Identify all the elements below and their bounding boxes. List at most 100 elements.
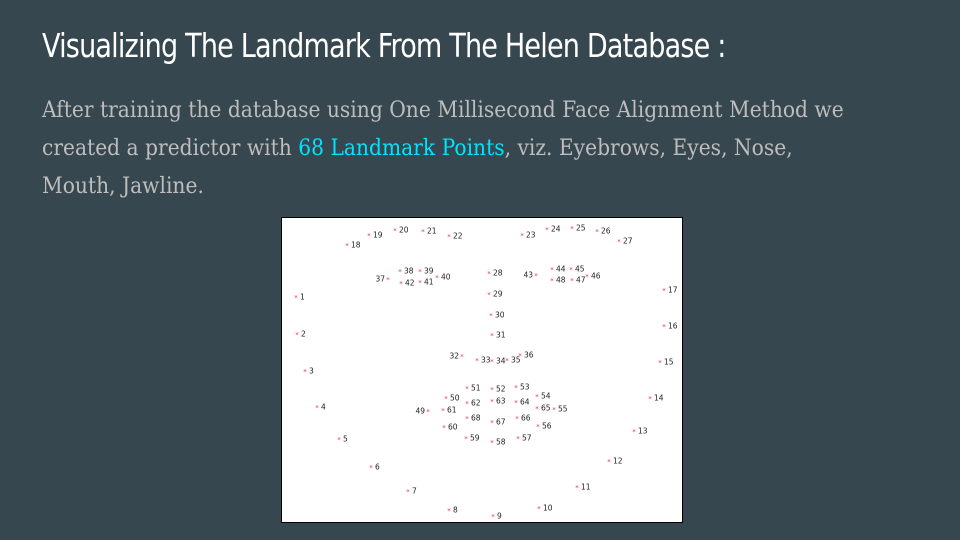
landmark-marker: * [490, 419, 494, 427]
landmark-point-34: * 34 [490, 357, 506, 367]
landmark-label: 28 [493, 269, 503, 278]
landmark-point-12: * 12 [607, 457, 623, 467]
landmark-label: 33 [481, 356, 491, 365]
landmark-marker: * [490, 358, 494, 366]
landmark-marker: * [435, 274, 439, 282]
landmark-marker: * [648, 395, 652, 403]
landmark-point-46: * 46 [585, 272, 601, 282]
landmark-point-68: * 68 [465, 414, 481, 424]
landmark-point-53: * 53 [514, 383, 530, 393]
landmark-point-31: * 31 [490, 331, 506, 341]
landmark-marker: * [367, 232, 371, 240]
landmark-label: 57 [522, 434, 532, 443]
landmark-label: 49 [415, 407, 425, 416]
landmark-label: 7 [412, 487, 417, 496]
landmark-label: 50 [450, 394, 460, 403]
landmark-point-13: * 13 [632, 427, 648, 437]
landmark-point-60: * 60 [442, 423, 458, 433]
landmark-label: 46 [591, 272, 601, 281]
slide-body-text: After training the database using One Mi… [42, 92, 852, 206]
landmark-point-26: * 26 [595, 227, 611, 237]
landmark-point-38: * 38 [398, 267, 414, 277]
landmark-point-8: * 8 [447, 506, 458, 516]
landmark-point-40: * 40 [435, 273, 451, 283]
landmark-marker: * [406, 488, 410, 496]
landmark-point-18: * 18 [345, 241, 361, 251]
landmark-point-4: * 4 [315, 403, 326, 413]
landmark-point-64: * 64 [514, 398, 530, 408]
slide-title: Visualizing The Landmark From The Helen … [42, 26, 726, 65]
body-text-features: , viz. Eyebrows, Eyes, Nose, Mouth, Jawl… [42, 136, 793, 199]
landmark-marker: * [514, 384, 518, 392]
landmark-label: 63 [496, 397, 506, 406]
landmark-point-25: * 25 [570, 224, 586, 234]
landmark-label: 64 [520, 398, 530, 407]
landmark-marker: * [515, 415, 519, 423]
landmark-label: 1 [300, 293, 305, 302]
landmark-marker: * [441, 407, 445, 415]
landmark-point-29: * 29 [487, 290, 503, 300]
landmark-point-54: * 54 [535, 392, 551, 402]
landmark-point-33: * 33 [475, 356, 491, 366]
landmark-marker: * [490, 398, 494, 406]
landmark-label: 3 [309, 367, 314, 376]
landmark-label: 40 [441, 273, 451, 282]
landmark-label: 59 [470, 434, 480, 443]
landmark-label: 31 [496, 331, 506, 340]
landmark-label: 61 [447, 406, 457, 415]
landmark-label: 37 [375, 275, 385, 284]
landmark-marker: * [537, 505, 541, 513]
landmark-label: 34 [496, 357, 506, 366]
landmark-point-48: * 48 [550, 276, 566, 286]
landmark-marker: * [535, 405, 539, 413]
landmark-label: 6 [375, 463, 380, 472]
landmark-label: 16 [668, 322, 678, 331]
landmark-label: 65 [541, 404, 551, 413]
landmark-marker: * [535, 393, 539, 401]
landmark-plot: * 1* 2* 3* 4* 5* 6* 7* 8* 9* 10* 11* 12* 13* 14* 15* 16*… [294, 224, 678, 522]
landmark-marker: * [487, 291, 491, 299]
landmark-point-36: * 36 [518, 351, 534, 361]
landmark-marker: * [595, 228, 599, 236]
landmark-marker: * [570, 225, 574, 233]
landmark-marker: * [607, 458, 611, 466]
landmark-marker: * [465, 400, 469, 408]
landmark-marker: * [447, 507, 451, 515]
landmark-marker: * [442, 424, 446, 432]
landmark-label: 35 [511, 356, 521, 365]
landmark-point-42: * 42 [399, 279, 415, 289]
landmark-label: 68 [471, 414, 481, 423]
landmark-point-59: * 59 [464, 434, 480, 444]
landmark-point-19: * 19 [367, 231, 383, 241]
landmark-marker: * [399, 280, 403, 288]
landmark-label: 8 [453, 506, 458, 515]
landmark-label: 51 [471, 384, 481, 393]
landmark-point-49: *49 [415, 407, 430, 417]
landmark-marker: * [491, 513, 495, 521]
landmark-label: 38 [404, 267, 414, 276]
highlighted-landmark-count: 68 Landmark Points [298, 136, 505, 161]
landmark-label: 53 [520, 383, 530, 392]
landmark-marker: * [585, 273, 589, 281]
landmark-marker: * [536, 423, 540, 431]
landmark-point-28: * 28 [487, 269, 503, 279]
landmark-label: 47 [576, 276, 586, 285]
landmark-marker: * [398, 268, 402, 276]
landmark-label: 19 [373, 231, 383, 240]
landmark-label: 23 [526, 231, 536, 240]
landmark-label: 4 [321, 403, 326, 412]
landmark-label: 14 [654, 394, 664, 403]
landmark-label: 67 [496, 418, 506, 427]
landmark-label: 56 [542, 422, 552, 431]
landmark-point-21: * 21 [421, 227, 437, 237]
landmark-label: 25 [576, 224, 586, 233]
landmark-marker: * [534, 272, 538, 280]
landmark-marker: * [418, 279, 422, 287]
landmark-label: 10 [543, 504, 553, 513]
landmark-point-11: * 11 [575, 483, 591, 493]
landmark-point-7: * 7 [406, 487, 417, 497]
landmark-point-45: * 45 [569, 265, 585, 275]
landmark-label: 26 [601, 227, 611, 236]
landmark-label: 22 [453, 232, 463, 241]
landmark-point-24: * 24 [545, 225, 561, 235]
